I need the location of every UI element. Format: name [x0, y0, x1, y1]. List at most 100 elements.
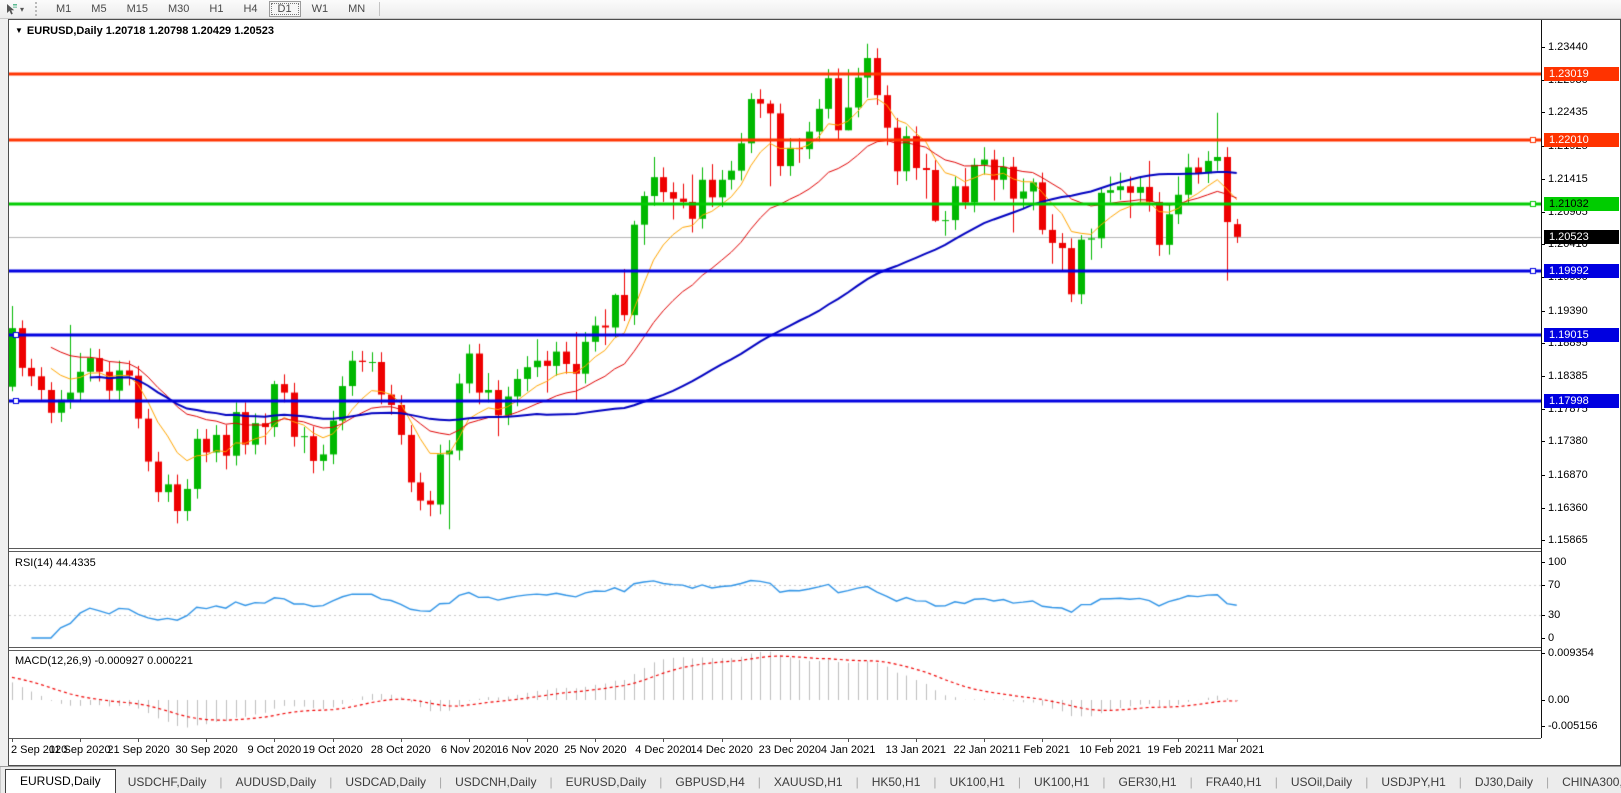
chart-title: ▼ EURUSD,Daily 1.20718 1.20798 1.20429 1.… [15, 25, 274, 37]
tab-separator: | [1274, 775, 1278, 789]
axis-tick-text: 1.17380 [1548, 435, 1588, 448]
date-tick-mark [722, 739, 723, 742]
chart-tab-china300-h1[interactable]: CHINA300,H1 [1562, 775, 1621, 789]
tab-separator: | [1017, 775, 1022, 789]
hline-price-label: 1.22010 [1544, 133, 1619, 148]
axis-tick-text: 1.18385 [1548, 369, 1588, 382]
axis-tick-mark [1542, 725, 1545, 727]
axis-tick-text: 1.22435 [1548, 106, 1588, 119]
chart-title-text: EURUSD,Daily 1.20718 1.20798 1.20429 1.2… [26, 25, 274, 37]
tab-separator: | [1365, 775, 1369, 789]
chart-tab-hk50-h1[interactable]: HK50,H1 [871, 775, 921, 789]
date-tick-mark [138, 739, 139, 742]
time-axis[interactable]: 2 Sep 2020 11 Sep 2020 21 Sep 2020 30 Sep 2… [9, 738, 1541, 764]
tab-separator: | [219, 775, 223, 789]
toolbar-separator [379, 2, 381, 16]
date-tick-mark [1110, 739, 1111, 742]
date-label: 19 Oct 2020 [302, 744, 363, 756]
panel-splitter-rsi[interactable] [9, 548, 1618, 552]
timeframe-button-m5[interactable]: M5 [91, 3, 107, 15]
timeframe-button-m15[interactable]: M15 [126, 3, 148, 15]
axis-tick-mark [1542, 584, 1545, 586]
chart-tab-audusd-daily[interactable]: AUDUSD,Daily [235, 775, 317, 789]
date-tick-mark [1178, 739, 1179, 742]
chart-tab-usdjpy-h1[interactable]: USDJPY,H1 [1381, 775, 1446, 789]
timeframe-button-m30[interactable]: M30 [167, 3, 190, 15]
date-tick-mark [206, 739, 207, 742]
rsi-label: RSI(14) 44.4335 [15, 557, 96, 569]
axis-tick-mark [1542, 638, 1545, 639]
date-label: 4 Dec 2020 [635, 744, 692, 756]
tab-separator: | [1545, 775, 1550, 789]
tab-list: EURUSD,Daily USDCHF,Daily | AUDUSD,Daily | US… [1, 769, 1621, 793]
date-label: 23 Dec 2020 [758, 744, 821, 756]
dropdown-arrow-icon[interactable]: ▾ [20, 4, 25, 14]
macd-label: MACD(12,26,9) -0.000927 0.000221 [15, 655, 193, 667]
chart-tab-xauusd-h1[interactable]: XAUUSD,H1 [773, 775, 843, 789]
axis-tick-text: 1.19390 [1548, 304, 1588, 317]
tab-separator: | [439, 775, 443, 789]
timeframe-button-m1[interactable]: M1 [56, 3, 72, 15]
axis-tick-mark [1542, 178, 1545, 180]
date-label: 1 Feb 2021 [1014, 744, 1070, 756]
cursor-icon [7, 3, 17, 14]
axis-tick-mark [1542, 211, 1545, 213]
chart-tab-usdchf-daily[interactable]: USDCHF,Daily [127, 775, 207, 789]
axis-tick-text: 1.16870 [1548, 468, 1588, 481]
toolbar-grip[interactable] [35, 2, 42, 16]
chart-tab-eurusd-daily[interactable]: EURUSD,Daily [565, 775, 647, 789]
chart-tab-uk100-h1[interactable]: UK100,H1 [1034, 775, 1090, 789]
tab-separator: | [549, 775, 553, 789]
chart-tab-usoil-daily[interactable]: USOil,Daily [1290, 775, 1353, 789]
axis-tick-text: 1.15865 [1548, 534, 1588, 546]
date-tick-mark [984, 739, 985, 742]
timeframe-button-w1[interactable]: W1 [311, 3, 329, 15]
chart-window: ▼ EURUSD,Daily 1.20718 1.20798 1.20429 1.… [8, 19, 1621, 766]
chart-tab-dj30-daily[interactable]: DJ30,Daily [1474, 775, 1533, 789]
date-tick-mark [80, 739, 81, 742]
hline-price-label: 1.21032 [1544, 196, 1619, 211]
axis-tick-mark [1542, 441, 1545, 443]
crosshair-tool-button[interactable]: ▾ [0, 0, 29, 18]
collapse-arrow-icon[interactable]: ▼ [15, 26, 23, 35]
axis-tick-mark [1542, 474, 1545, 476]
axis-tick-mark [1542, 653, 1545, 654]
chart-tab-usdcnh-daily[interactable]: USDCNH,Daily [455, 775, 537, 789]
hline-price-label: 1.19992 [1544, 264, 1619, 279]
tab-bar-gutter [0, 767, 1, 793]
axis-tick-text: 1.21415 [1548, 172, 1588, 185]
date-tick-mark [527, 739, 528, 742]
date-tick-mark [274, 739, 275, 742]
tab-separator: | [757, 775, 761, 789]
axis-tick-text: 1.16360 [1548, 501, 1588, 514]
date-label: 11 Sep 2020 [49, 744, 111, 756]
chart-tab-usdcad-daily[interactable]: USDCAD,Daily [345, 775, 426, 789]
chart-tab-uk100-h1[interactable]: UK100,H1 [949, 775, 1005, 789]
timeframe-button-mn[interactable]: MN [348, 3, 366, 15]
tab-separator: | [659, 775, 663, 789]
chart-tab-ger30-h1[interactable]: GER30,H1 [1118, 775, 1177, 789]
date-tick-mark [595, 739, 596, 742]
timeframe-button-h4[interactable]: H4 [243, 3, 258, 15]
date-label: 21 Sep 2020 [107, 744, 170, 756]
macd-panel-canvas[interactable] [9, 651, 1541, 738]
date-label: 19 Feb 2021 [1147, 744, 1210, 756]
axis-tick-text: 0.009354 [1548, 647, 1594, 659]
tab-separator: | [855, 775, 859, 789]
axis-tick-text: 0.00 [1548, 694, 1570, 706]
axis-tick-mark [1542, 244, 1545, 246]
timeframe-button-h1[interactable]: H1 [209, 3, 224, 15]
axis-tick-text: -0.005156 [1548, 719, 1598, 732]
rsi-panel-canvas[interactable] [9, 552, 1541, 647]
date-tick-mark [1042, 739, 1043, 742]
price-axis[interactable]: 1.234401.229301.224351.219251.214151.209… [1541, 20, 1619, 738]
panel-splitter-macd[interactable] [9, 647, 1618, 651]
chart-tab-gbpusd-h4[interactable]: GBPUSD,H4 [675, 775, 745, 789]
date-label: 13 Jan 2021 [885, 744, 947, 756]
chart-tab-fra40-h1[interactable]: FRA40,H1 [1205, 775, 1262, 789]
timeframe-button-d1[interactable]: D1 [268, 1, 301, 17]
price-chart-canvas[interactable] [9, 20, 1541, 548]
chart-tab-eurusd-daily[interactable]: EURUSD,Daily [5, 769, 116, 793]
date-tick-mark [848, 739, 849, 742]
